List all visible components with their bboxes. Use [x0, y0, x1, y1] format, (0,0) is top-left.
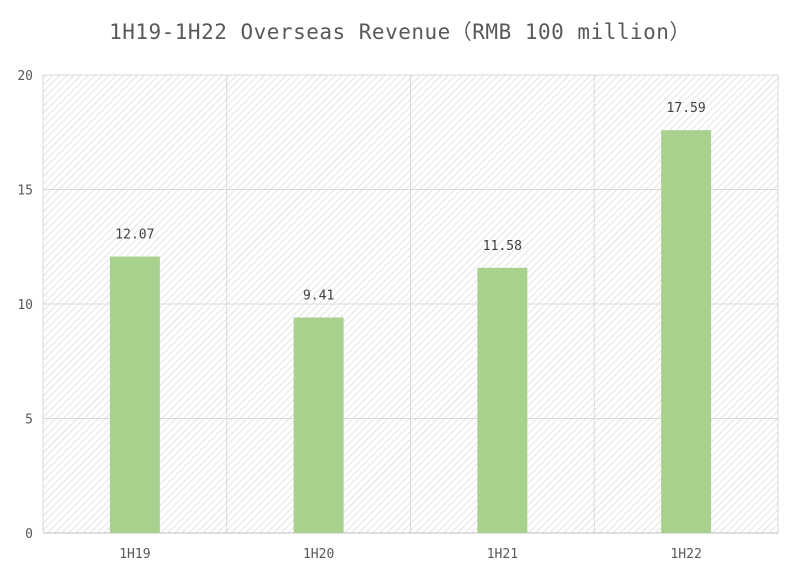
data-label-1h20: 9.41 [303, 289, 334, 304]
chart-title: 1H19-1H22 Overseas Revenue（RMB 100 milli… [109, 20, 691, 44]
data-label-1h19: 12.07 [115, 228, 154, 243]
x-tick-label: 1H20 [303, 547, 334, 562]
y-tick-label: 0 [25, 527, 33, 542]
data-label-1h21: 11.58 [483, 239, 522, 254]
y-tick-label: 20 [17, 69, 33, 84]
bar-1h22 [661, 130, 712, 533]
bar-1h19 [109, 256, 160, 533]
y-tick-label: 15 [17, 184, 33, 199]
x-tick-label: 1H22 [670, 547, 701, 562]
x-tick-label: 1H19 [119, 547, 150, 562]
bar-1h21 [477, 267, 528, 533]
x-tick-label: 1H21 [487, 547, 518, 562]
data-label-1h22: 17.59 [667, 101, 706, 116]
bar-1h20 [293, 317, 344, 533]
y-tick-label: 5 [25, 413, 33, 428]
y-tick-label: 10 [17, 298, 33, 313]
